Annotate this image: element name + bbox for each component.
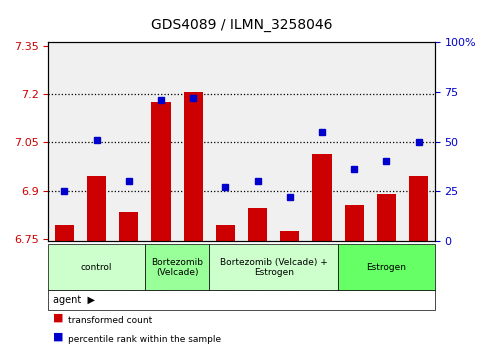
Bar — [344, 205, 364, 241]
Bar — [370, 42, 402, 241]
Text: ■: ■ — [53, 312, 64, 322]
Text: agent  ▶: agent ▶ — [53, 295, 95, 305]
Bar — [280, 231, 299, 241]
Text: GDS4089 / ILMN_3258046: GDS4089 / ILMN_3258046 — [151, 18, 332, 32]
Bar — [151, 102, 170, 241]
Text: Bortezomib
(Velcade): Bortezomib (Velcade) — [151, 258, 203, 277]
Bar — [242, 42, 274, 241]
Bar — [313, 154, 332, 241]
Bar — [402, 42, 435, 241]
Bar — [145, 42, 177, 241]
Bar — [177, 42, 209, 241]
Bar — [209, 42, 242, 241]
Bar — [306, 42, 338, 241]
Text: control: control — [81, 263, 113, 272]
Text: Estrogen: Estrogen — [367, 263, 406, 272]
Text: transformed count: transformed count — [68, 316, 152, 325]
Bar — [81, 42, 113, 241]
Bar — [55, 224, 74, 241]
Text: percentile rank within the sample: percentile rank within the sample — [68, 335, 221, 344]
Bar — [119, 212, 139, 241]
Bar — [113, 42, 145, 241]
Bar — [48, 42, 81, 241]
Text: Bortezomib (Velcade) +
Estrogen: Bortezomib (Velcade) + Estrogen — [220, 258, 327, 277]
Bar — [184, 92, 203, 241]
Text: ■: ■ — [53, 332, 64, 342]
Bar — [338, 42, 370, 241]
Bar — [87, 176, 106, 241]
Bar — [274, 42, 306, 241]
Bar — [377, 194, 396, 241]
Bar — [248, 209, 267, 241]
Bar — [409, 176, 428, 241]
Bar — [216, 224, 235, 241]
